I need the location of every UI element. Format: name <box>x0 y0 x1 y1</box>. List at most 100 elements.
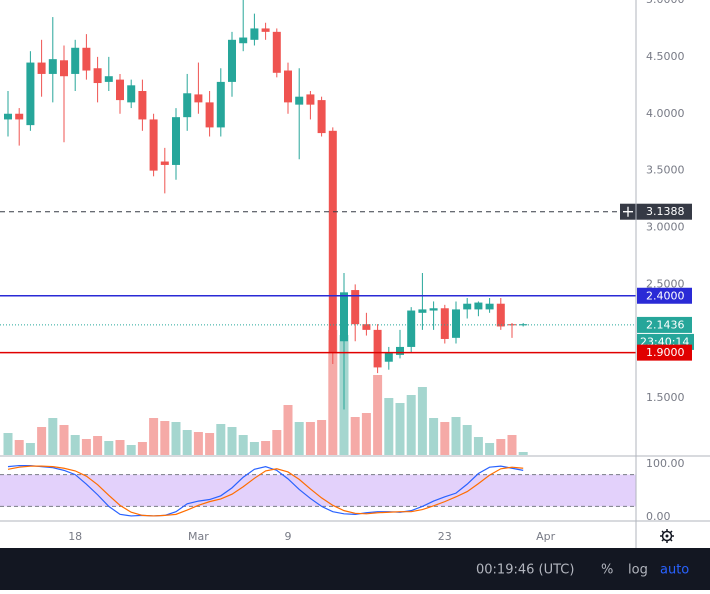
volume-bar <box>518 452 528 455</box>
volume-bar <box>462 425 472 455</box>
candle-body <box>60 60 68 77</box>
volume-bar <box>193 432 203 455</box>
x-tick-label: Mar <box>188 530 209 543</box>
candle-body <box>116 79 124 101</box>
percent-toggle[interactable]: % <box>601 563 613 578</box>
price-label-box <box>637 344 692 361</box>
x-tick-label: 9 <box>285 530 292 543</box>
price-label: 3.1388 <box>646 205 685 218</box>
candle-body <box>373 329 382 368</box>
settings-icon[interactable] <box>660 529 674 543</box>
volume-bar <box>171 422 181 455</box>
volume-bar <box>205 433 215 455</box>
volume-bar <box>104 441 114 455</box>
volume-bar <box>149 418 159 455</box>
volume-bar <box>81 439 91 455</box>
volume-bar <box>115 440 125 455</box>
volume-bar <box>70 435 80 455</box>
candle-body <box>261 28 270 32</box>
crosshair-plus <box>623 206 633 217</box>
oscillator-band <box>0 474 636 507</box>
candle-body <box>194 94 203 103</box>
candle-body <box>216 81 225 128</box>
log-toggle[interactable]: log <box>628 563 648 578</box>
volume-bar <box>507 435 517 455</box>
price-label: 1.9000 <box>646 346 685 359</box>
candle-body <box>104 76 113 82</box>
volume-bar <box>283 405 293 455</box>
candle-body <box>362 324 371 330</box>
candle-body <box>351 290 360 325</box>
volume-bar <box>317 420 327 455</box>
candle-body <box>228 39 236 82</box>
candle-body <box>239 37 248 44</box>
candle-body <box>93 68 102 84</box>
volume-bar <box>294 422 304 455</box>
candle-body <box>396 346 404 355</box>
auto-toggle[interactable]: auto <box>660 563 689 578</box>
candle-body <box>418 309 427 313</box>
y-tick-label: 3.0000 <box>646 221 685 234</box>
oscillator-tick-label: 100.00 <box>646 457 685 470</box>
candle-body <box>384 352 393 362</box>
price-label-box <box>637 287 692 304</box>
candle-body <box>4 113 12 120</box>
candle-body <box>328 130 337 353</box>
volume-bar <box>496 439 506 455</box>
volume-bar <box>272 430 282 455</box>
y-tick-label: 3.5000 <box>646 164 685 177</box>
volume-bar <box>249 442 259 455</box>
y-tick-label: 4.0000 <box>646 107 685 120</box>
volume-bar <box>227 427 237 455</box>
candle-body <box>463 303 472 310</box>
volume-bar <box>3 433 13 455</box>
price-label: 2.4000 <box>646 289 685 302</box>
candle-body <box>82 47 91 71</box>
volume-bar <box>305 422 315 455</box>
candle-body <box>496 303 505 327</box>
candle-body <box>284 70 292 103</box>
candle-body <box>160 161 169 165</box>
volume-bar <box>137 442 147 455</box>
candle-body <box>149 119 158 171</box>
price-label: 2.1436 <box>646 318 685 331</box>
candle-body <box>205 102 214 128</box>
x-tick-label: 18 <box>68 530 82 543</box>
oscillator-tick-label: 0.00 <box>646 510 671 523</box>
candle-body <box>272 31 281 73</box>
volume-bar <box>485 443 495 455</box>
volume-bar <box>361 413 371 455</box>
candle-body <box>306 94 315 105</box>
y-tick-label: 4.5000 <box>646 50 685 63</box>
candle-body <box>138 91 147 120</box>
price-label-box <box>620 203 692 220</box>
volume-bar <box>126 445 136 455</box>
price-label-box <box>637 316 692 333</box>
oscillator-line <box>7 464 524 517</box>
x-tick-label: Apr <box>536 530 556 543</box>
volume-bar <box>384 398 394 455</box>
candle-body <box>407 310 416 347</box>
volume-bar <box>350 417 360 455</box>
y-tick-label: 1.5000 <box>646 391 685 404</box>
candle-body <box>519 324 528 326</box>
candle-body <box>295 96 304 105</box>
clock: 00:19:46 (UTC) <box>476 563 574 578</box>
candle-body <box>452 309 460 338</box>
candle-body <box>250 28 259 40</box>
volume-bar <box>328 330 338 455</box>
plot: 100.00 0.00 5.0000 4.5000 4.0000 3.5000 3.0000… <box>0 0 694 543</box>
status-bar <box>0 548 710 590</box>
candle-body <box>485 303 494 310</box>
volume-bar <box>182 430 192 455</box>
volume-bar <box>261 441 271 455</box>
volume-bar <box>93 436 103 455</box>
volume-bar <box>216 424 226 455</box>
volume-bar <box>429 418 439 455</box>
candle-body <box>37 62 46 74</box>
candle-body <box>26 62 35 126</box>
y-tick-label: 2.5000 <box>646 277 685 290</box>
x-tick-label: 23 <box>438 530 452 543</box>
volume-bar <box>395 403 405 455</box>
